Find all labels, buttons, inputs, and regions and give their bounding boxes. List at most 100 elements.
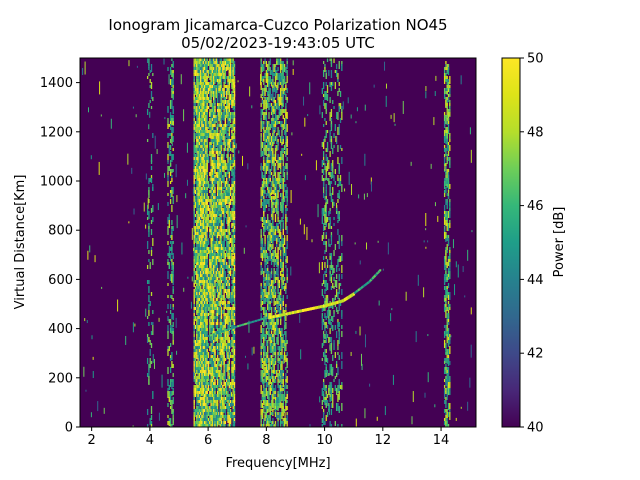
heat-cell-band-1	[264, 190, 266, 194]
heat-cell-band-0	[220, 58, 223, 62]
heat-cell-band-1	[283, 172, 286, 178]
heat-cell-band-0	[219, 247, 221, 251]
heat-cell-band-0	[202, 388, 204, 391]
heat-cell-band-2	[330, 82, 333, 85]
heat-cell-band-0	[203, 262, 206, 267]
heat-cell-band-2	[328, 163, 330, 169]
heat-cell-band-1	[260, 385, 262, 388]
heat-cell-band-0	[220, 253, 223, 256]
heat-cell-band-1	[263, 280, 265, 285]
heat-cell-band-0	[211, 376, 214, 380]
heat-cell-band-0	[197, 376, 199, 379]
heat-cell-band-0	[214, 229, 216, 232]
heat-cell-band-0	[227, 211, 229, 216]
heat-cell-band-0	[233, 100, 236, 105]
heat-cell-band-0	[231, 187, 233, 190]
heat-cell-band-1	[265, 334, 268, 339]
heat-cell-band-0	[227, 355, 229, 359]
heat-cell-band-0	[197, 112, 199, 115]
heat-cell-band-0	[222, 421, 224, 427]
heat-cell-band-0	[214, 139, 216, 142]
heat-cell-band-1	[270, 217, 273, 220]
heat-cell-band-0	[229, 190, 232, 193]
heat-cell-band-1	[263, 271, 265, 279]
heat-cell-band-0	[227, 61, 229, 65]
heat-cell-band-0	[229, 298, 232, 303]
heat-cell-band-2	[329, 97, 331, 100]
heat-cell-band-1	[274, 127, 277, 132]
heat-cell-band-2	[329, 223, 331, 228]
heat-cell-band-2	[334, 181, 336, 185]
heat-cell-band-0	[229, 343, 232, 348]
heat-cell-band-0	[194, 253, 197, 256]
heat-cell-band-1	[264, 388, 266, 394]
heat-cell-band-1	[273, 295, 275, 299]
heat-cell-band-0	[228, 373, 230, 376]
heat-cell-band-1	[265, 193, 268, 198]
heat-cell-band-0	[211, 331, 214, 335]
heat-cell-band-1	[277, 322, 279, 325]
heat-cell-band-2	[333, 175, 335, 181]
heat-cell-band-0	[219, 310, 221, 315]
heat-cell-band-0	[200, 241, 202, 245]
heat-cell-band-1	[281, 79, 283, 85]
heat-cell-band-1	[276, 187, 278, 195]
heat-cell-band-0	[193, 283, 195, 287]
heat-cell-band-0	[222, 250, 224, 258]
heat-cell-band-1	[285, 376, 287, 381]
heat-cell-band-0	[193, 172, 195, 176]
heat-cell-band-0	[194, 367, 197, 374]
heat-cell-band-0	[206, 169, 208, 174]
heat-cell-band-2	[329, 184, 331, 188]
heat-cell-band-1	[278, 106, 281, 114]
heat-cell-band-1	[268, 178, 270, 182]
heat-cell-band-0	[229, 418, 232, 425]
heat-cell-band-0	[231, 178, 233, 185]
heat-cell-band-0	[215, 367, 217, 372]
heat-cell-band-0	[229, 352, 232, 355]
heat-cell-band-0	[231, 202, 233, 205]
heat-cell-band-0	[193, 163, 195, 168]
heat-cell-band-0	[223, 325, 225, 329]
heat-cell-band-2	[326, 334, 329, 338]
heat-cell-band-1	[269, 385, 271, 388]
heat-cell-band-0	[215, 400, 217, 407]
heat-cell-band-1	[274, 88, 277, 95]
heat-cell-band-0	[218, 178, 220, 182]
heat-cell-band-0	[218, 181, 220, 187]
heat-cell-band-0	[229, 340, 232, 345]
heat-cell-band-1	[267, 148, 269, 151]
heat-cell-band-0	[219, 325, 221, 330]
heat-cell-band-0	[206, 187, 208, 192]
heat-cell-band-0	[214, 400, 216, 405]
heat-cell-band-0	[201, 376, 203, 379]
heat-cell-band-2	[325, 211, 327, 218]
heat-cell-band-0	[214, 394, 216, 400]
heat-cell-band-0	[207, 133, 210, 138]
heat-cell-band-0	[216, 397, 219, 402]
heat-cell-band-2	[322, 160, 325, 163]
heat-cell-band-0	[216, 256, 219, 259]
heat-cell-band-0	[214, 145, 216, 150]
heat-cell-band-0	[205, 346, 207, 350]
heat-cell-band-2	[321, 313, 323, 318]
heat-cell-band-1	[264, 349, 266, 356]
heat-cell-band-0	[206, 379, 208, 384]
heat-cell-band-0	[232, 286, 234, 291]
heat-cell-band-0	[209, 346, 211, 351]
heat-cell-band-1	[285, 214, 287, 218]
heat-cell-band-1	[261, 322, 264, 325]
heat-cell-band-1	[269, 424, 271, 427]
heat-cell-band-0	[206, 61, 208, 64]
heat-cell-band-2	[334, 280, 336, 287]
heat-cell-band-0	[213, 277, 215, 282]
heat-cell-band-0	[233, 61, 236, 66]
heat-cell-band-1	[281, 409, 283, 412]
heat-cell-band-0	[197, 337, 199, 340]
heat-cell-band-2	[337, 241, 339, 244]
heat-cell-band-2	[324, 421, 326, 425]
heat-cell-band-1	[282, 394, 284, 400]
heat-cell-band-2	[326, 325, 329, 329]
heat-cell-band-0	[198, 292, 201, 295]
heat-cell-band-0	[210, 97, 212, 101]
